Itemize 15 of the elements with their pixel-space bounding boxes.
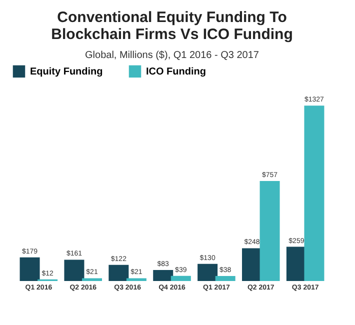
chart-title: Conventional Equity Funding To Blockchain Firms Vs ICO Funding (51, 9, 293, 43)
bar (126, 278, 146, 281)
legend-label: ICO Funding (146, 66, 206, 78)
bar (64, 260, 84, 281)
bar (304, 106, 324, 281)
legend-label: Equity Funding (30, 66, 103, 78)
chart-subtitle: Global, Millions ($), Q1 2016 - Q3 2017 (85, 50, 260, 61)
bar (198, 264, 218, 281)
bar (215, 276, 236, 281)
bar (153, 270, 174, 281)
bar (170, 276, 191, 281)
bar (82, 278, 102, 281)
bar (260, 180, 280, 281)
bar (20, 257, 40, 281)
bar (108, 264, 129, 281)
